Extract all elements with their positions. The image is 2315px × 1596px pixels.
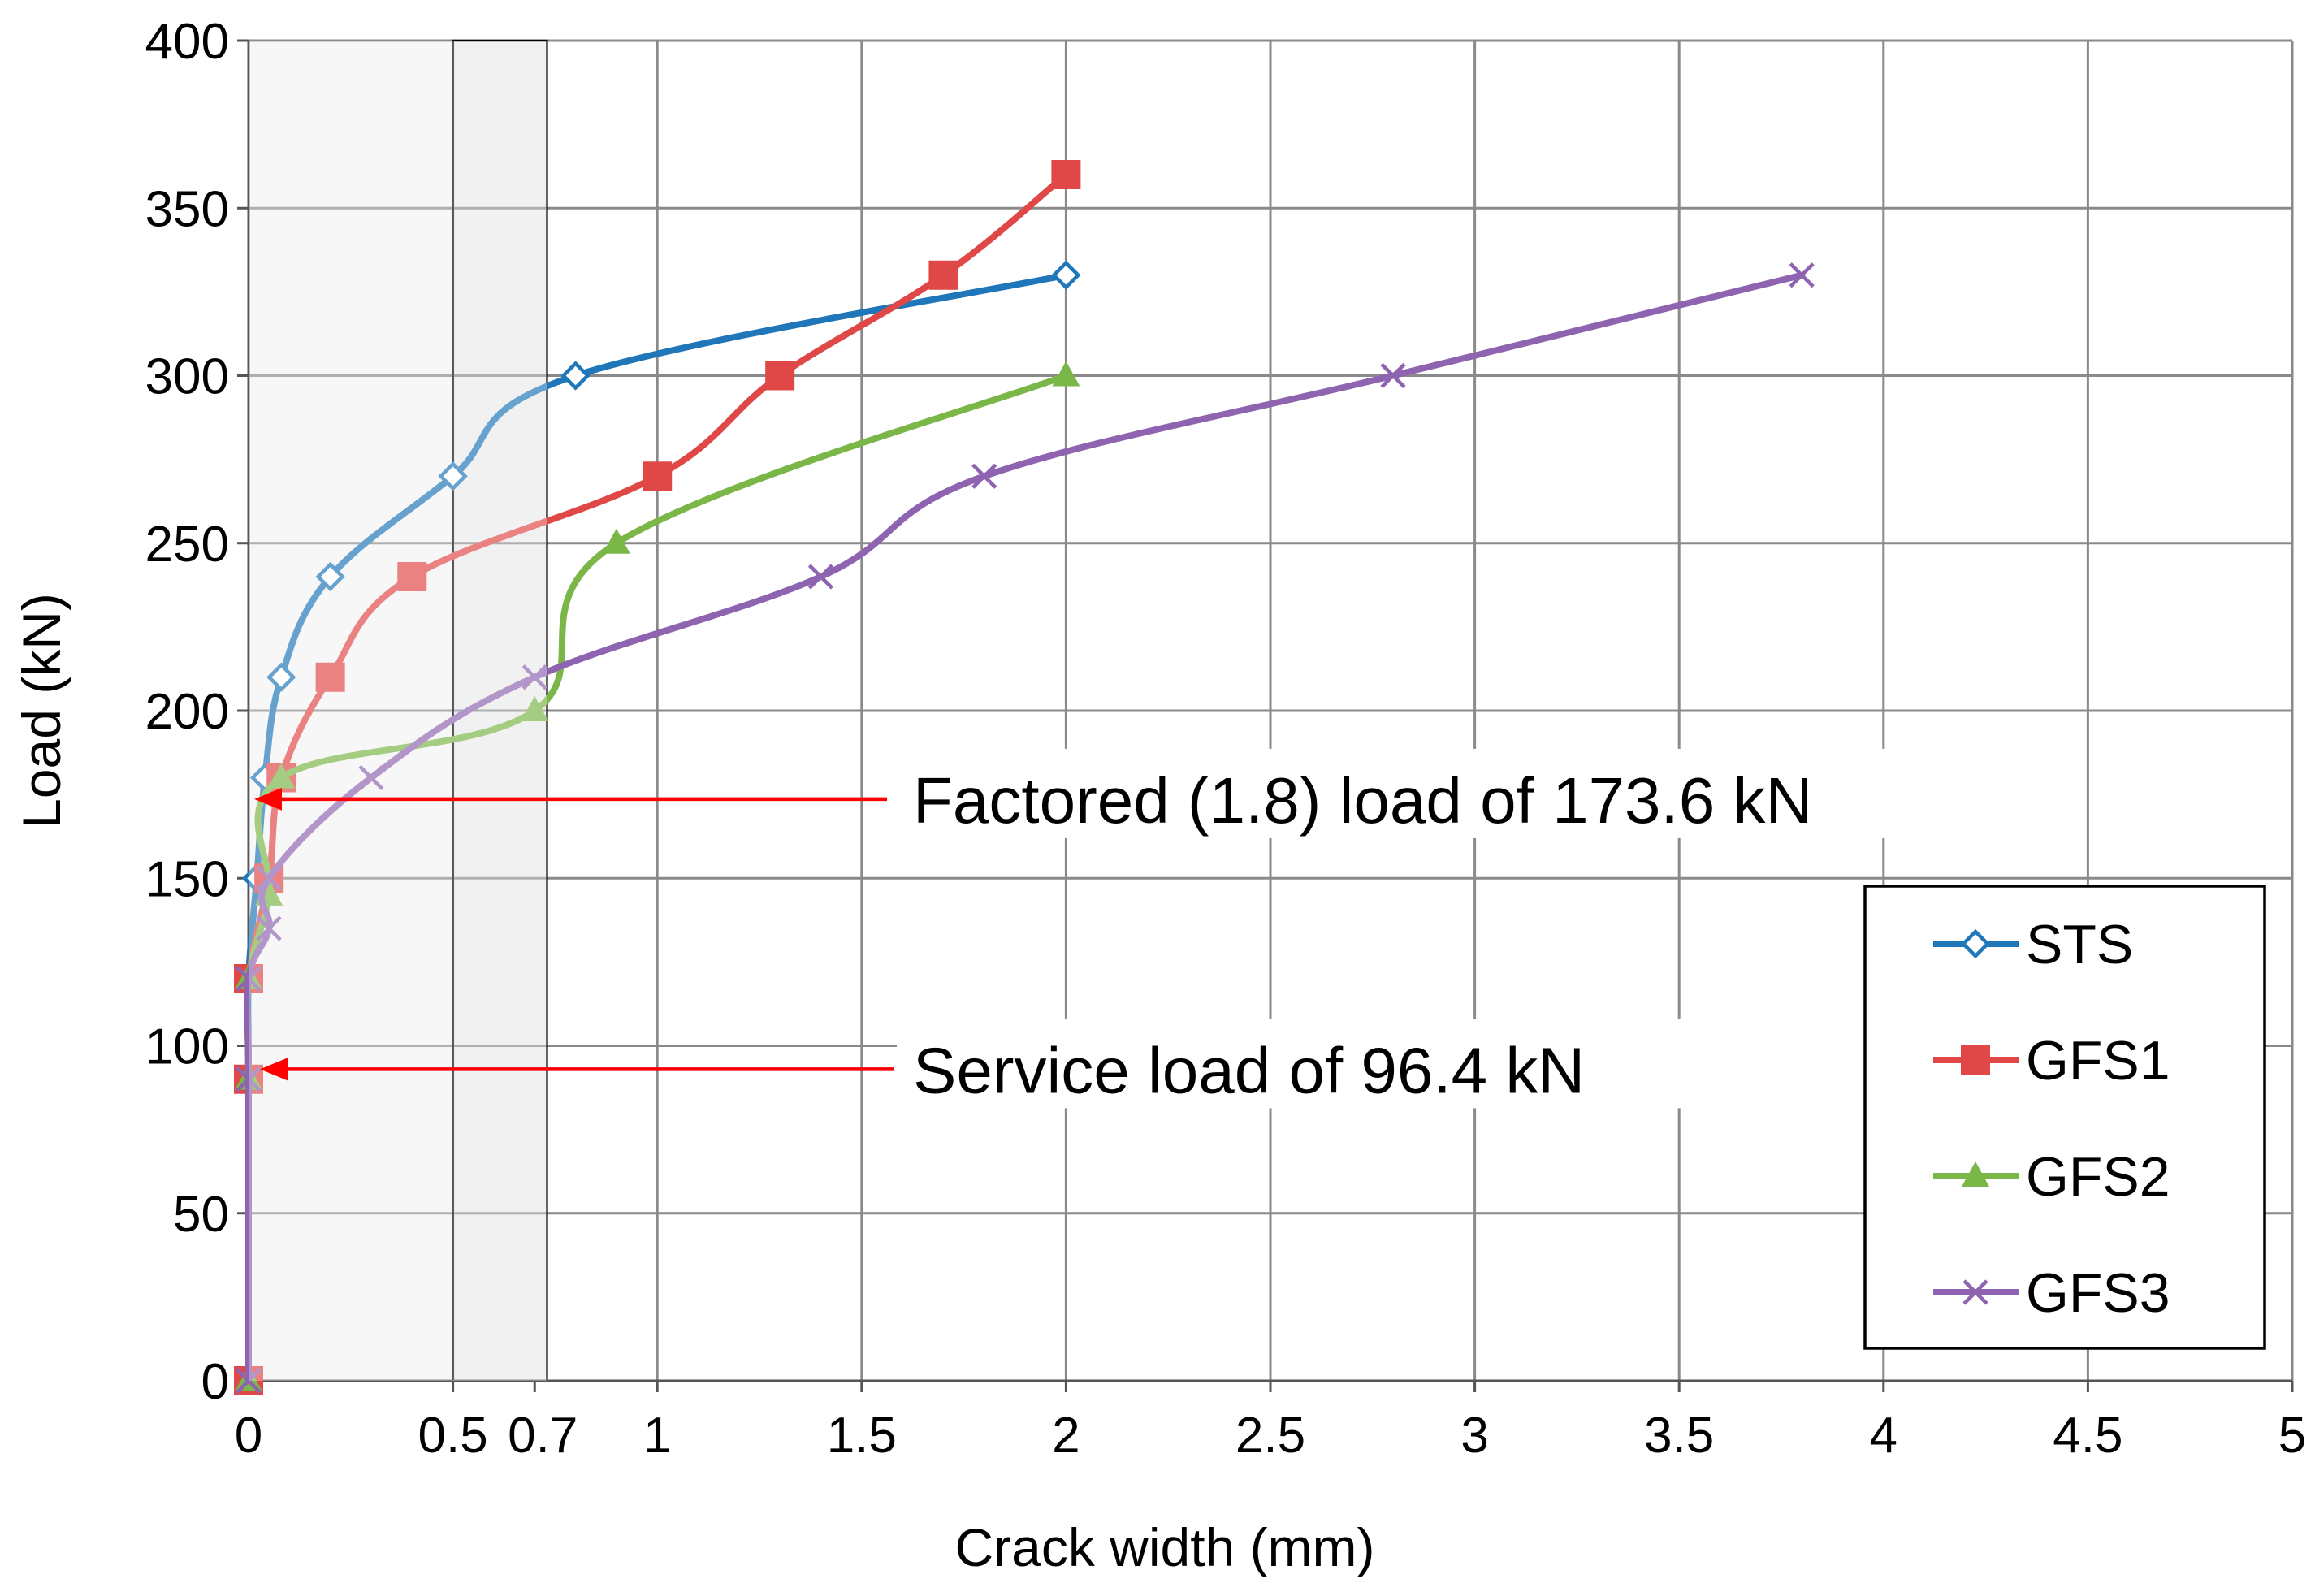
data-point [236,1368,262,1394]
data-point [1961,1045,1990,1075]
data-point [1380,362,1406,389]
data-point [315,662,345,692]
y-tick-label: 200 [145,684,229,740]
legend-item-sts: STS [1933,914,2133,975]
legend: STS GFS1 GFS2 GFS3 [1863,885,2266,1350]
data-point [1052,361,1080,387]
data-point [807,564,834,590]
series-group [233,160,1815,1396]
data-point [643,461,673,491]
data-point [267,763,296,789]
annotation-text: Factored (1.8) load of 173.6 kN [913,764,1812,837]
data-point [521,664,547,690]
legend-box [1863,885,2266,1350]
legend-label: STS [2026,914,2133,975]
data-point [971,463,997,489]
x-tick-label: 2.5 [1235,1408,1305,1464]
x-tick-label: 3 [1460,1408,1488,1464]
data-point [266,662,296,692]
legend-label: GFS3 [2026,1262,2170,1324]
x-tick-label: 0.7 [508,1408,578,1464]
legend-item-gfs2: GFS2 [1933,1146,2170,1208]
x-tick-label: 1.5 [827,1408,897,1464]
y-tick-label: 150 [145,851,229,907]
y-axis-title: Load (kN) [11,593,71,828]
x-tick-label: 0 [235,1408,262,1464]
legend-item-gfs3: GFS3 [1933,1262,2170,1324]
data-point [236,966,262,992]
annotation-text: Service load of 96.4 kN [913,1034,1585,1106]
y-tick-label: 0 [201,1354,229,1410]
data-point [397,562,427,591]
y-tick-label: 300 [145,349,229,405]
x-tick-label: 4.5 [2053,1408,2122,1464]
data-point [765,361,795,391]
y-tick-label: 50 [173,1187,229,1243]
annotation-background [897,1019,1945,1109]
x-tick-label: 2 [1052,1408,1080,1464]
band-fade-overlay [249,41,547,1381]
x-tick-label: 1 [643,1408,671,1464]
series-gfs3 [236,262,1815,1394]
data-point [256,865,282,891]
y-tick-label: 400 [145,14,229,70]
x-tick-label: 5 [2278,1408,2306,1464]
data-point [928,260,958,290]
legend-item-gfs1: GFS1 [1933,1030,2170,1092]
x-tick-label: 3.5 [1644,1408,1714,1464]
x-axis-title: Crack width (mm) [954,1517,1374,1577]
data-point [438,461,468,491]
data-point [1962,1161,1989,1187]
y-tick-labels: 0 50 100 150 200 250 300 350 400 [145,14,229,1410]
annotation-arrowhead [254,787,282,811]
x-tick-label: 0.5 [418,1408,487,1464]
data-point [236,1066,262,1092]
data-point [358,764,384,791]
data-point [521,696,549,721]
x-tick-labels: 0 0.5 0.7 1 1.5 2 2.5 3 3.5 4 4.5 5 [235,1408,2306,1464]
data-point [1960,928,1991,959]
legend-label: GFS1 [2026,1030,2170,1092]
data-point [315,561,345,592]
data-point [1051,160,1081,189]
y-tick-label: 100 [145,1019,229,1075]
annotations: Factored (1.8) load of 173.6 kN Service l… [254,748,1945,1109]
data-point [602,528,630,554]
legend-label: GFS2 [2026,1146,2170,1208]
x-tick-label: 4 [1870,1408,1897,1464]
data-point [1962,1279,1988,1305]
data-point [256,915,282,941]
data-point [1789,262,1815,288]
data-point [1051,260,1081,290]
annotation-background [897,748,1945,838]
y-tick-label: 350 [145,181,229,237]
annotation-arrowhead [260,1058,288,1081]
y-tick-label: 250 [145,517,229,573]
data-point [560,361,591,391]
